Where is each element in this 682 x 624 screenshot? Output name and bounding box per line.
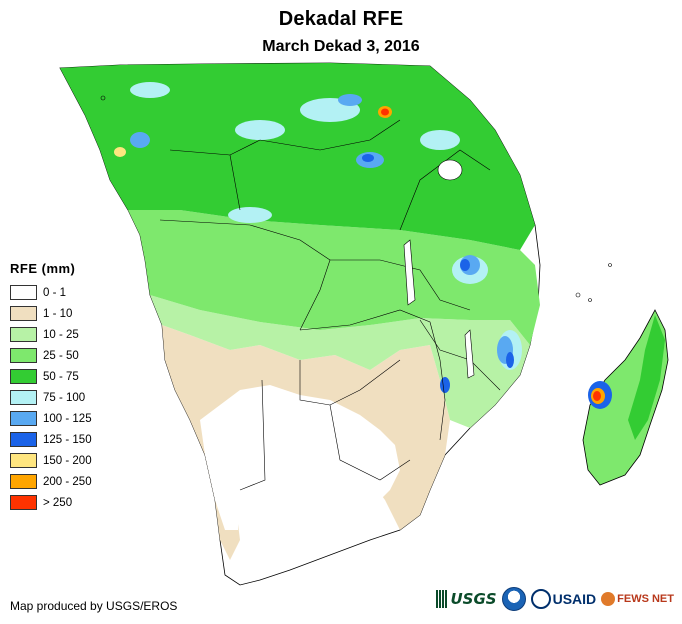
legend-swatch [10,348,37,363]
legend: RFE (mm) 0 - 1 1 - 10 10 - 25 25 - 50 50… [10,261,92,513]
legend-swatch [10,495,37,510]
madagascar-hotspot-over-250 [593,391,601,401]
legend-swatch [10,285,37,300]
noaa-logo [501,585,526,613]
usaid-seal-icon [530,589,551,609]
rainfall-zone-75-100 [130,82,522,370]
legend-label: 125 - 150 [43,433,92,446]
legend-swatch [10,390,37,405]
legend-label: 75 - 100 [43,391,86,404]
usaid-logo-text: USAID [552,591,597,607]
legend-swatch [10,306,37,321]
legend-item: 10 - 25 [10,324,92,345]
usgs-wave-icon [436,590,449,608]
legend-label: 25 - 50 [43,349,79,362]
legend-item: 200 - 250 [10,471,92,492]
usgs-logo: USGS [436,585,497,613]
legend-label: 200 - 250 [43,475,92,488]
legend-item: 25 - 50 [10,345,92,366]
fews-net-logo: FEWS NET [601,585,674,613]
legend-item: 150 - 200 [10,450,92,471]
legend-item: 100 - 125 [10,408,92,429]
rainfall-map [59,62,669,586]
usaid-logo: USAID [530,585,597,613]
legend-item: 1 - 10 [10,303,92,324]
legend-label: > 250 [43,496,73,509]
legend-label: 150 - 200 [43,454,92,467]
rainfall-zone-125-150 [362,154,514,393]
legend-swatch [10,474,37,489]
legend-item: 50 - 75 [10,366,92,387]
legend-item: > 250 [10,492,92,513]
legend-swatch [10,411,37,426]
legend-label: 100 - 125 [43,412,92,425]
rainfall-zone-over-250 [381,108,389,116]
fews-net-logo-text: FEWS NET [617,593,674,605]
lakes [403,159,475,379]
legend-item: 75 - 100 [10,387,92,408]
legend-label: 0 - 1 [43,286,67,299]
madagascar-east-wet [628,315,665,440]
usgs-logo-text: USGS [450,590,497,608]
legend-swatch [10,432,37,447]
map-subtitle: March Dekad 3, 2016 [262,38,420,55]
legend-label: 10 - 25 [43,328,79,341]
map-credit: Map produced by USGS/EROS [10,599,178,613]
legend-label: 1 - 10 [43,307,73,320]
map-title: Dekadal RFE [278,8,404,30]
rainfall-zone-10-25 [150,295,530,428]
legend-swatch [10,453,37,468]
agency-logos: USGS USAID FEWS NET [436,583,674,613]
rainfall-zone-150-200 [114,147,126,157]
legend-item: 0 - 1 [10,282,92,303]
rainfall-zone-50-75 [60,63,535,250]
legend-title: RFE (mm) [10,261,76,276]
legend-label: 50 - 75 [43,370,79,383]
islands [100,95,612,302]
legend-item: 125 - 150 [10,429,92,450]
fews-net-globe-icon [601,592,616,606]
rainfall-zone-0-1 [200,385,400,530]
legend-swatch [10,369,37,384]
rainfall-zone-25-50 [128,210,540,345]
legend-swatch [10,327,37,342]
noaa-logo-icon [501,587,526,611]
